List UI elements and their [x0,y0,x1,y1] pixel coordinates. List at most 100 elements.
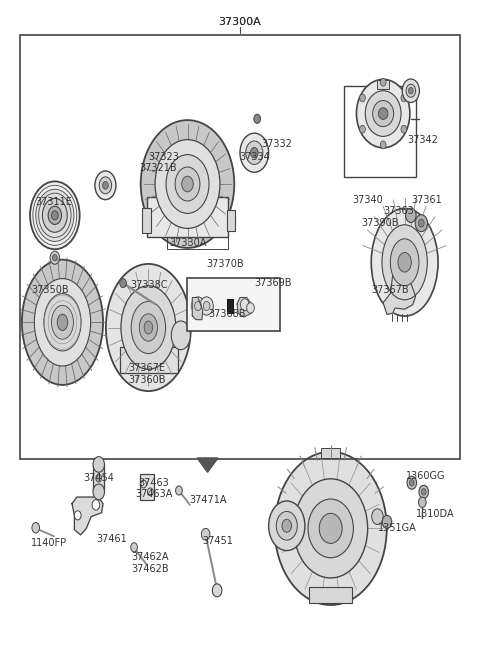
Ellipse shape [175,167,200,201]
Circle shape [408,88,413,94]
Text: 37300A: 37300A [218,17,262,28]
Text: 1140FP: 1140FP [31,538,67,548]
Text: 37338C: 37338C [130,280,168,290]
Ellipse shape [166,155,209,214]
Text: 37311E: 37311E [36,197,72,207]
Bar [309,587,352,603]
Text: 37463A: 37463A [135,489,173,500]
Circle shape [421,489,426,495]
Polygon shape [192,297,203,320]
Circle shape [92,500,100,510]
Circle shape [74,511,81,520]
Circle shape [51,211,58,220]
Circle shape [103,181,108,189]
Bar [344,86,416,178]
Circle shape [402,79,420,102]
Circle shape [360,94,365,102]
Bar [227,299,233,313]
Text: 37368B: 37368B [208,309,245,320]
Circle shape [48,206,61,225]
Circle shape [52,254,57,261]
Text: 37462A: 37462A [131,552,168,562]
Ellipse shape [171,321,191,350]
Ellipse shape [51,305,73,339]
Text: 37370B: 37370B [206,259,243,269]
Ellipse shape [44,293,81,351]
Circle shape [36,189,74,242]
Circle shape [269,501,305,551]
Text: 37462B: 37462B [131,564,169,574]
Ellipse shape [371,208,438,316]
Circle shape [42,198,67,233]
Polygon shape [72,497,103,535]
Text: 37360B: 37360B [128,375,166,384]
Circle shape [200,297,213,315]
Text: 37340: 37340 [353,195,384,204]
Text: 37367B: 37367B [372,285,409,295]
Circle shape [254,114,261,123]
Circle shape [240,299,249,310]
Bar [321,447,340,458]
Text: 37323: 37323 [148,151,179,162]
Text: 37369B: 37369B [254,278,292,288]
Circle shape [406,84,416,97]
Circle shape [251,147,258,158]
Bar [187,278,280,331]
Circle shape [276,512,297,540]
Text: 37367E: 37367E [129,363,166,373]
Ellipse shape [378,107,388,119]
Text: 37342: 37342 [407,136,438,145]
Text: 37350B: 37350B [31,285,69,295]
Bar [227,210,235,231]
Bar [20,35,460,459]
Text: 37451: 37451 [202,536,233,546]
Ellipse shape [131,301,166,354]
Ellipse shape [22,259,103,385]
Ellipse shape [372,100,394,126]
Ellipse shape [390,239,419,286]
Text: 1310DA: 1310DA [416,509,454,519]
Text: 37300A: 37300A [218,17,262,28]
Ellipse shape [382,225,427,300]
Circle shape [401,125,407,133]
Ellipse shape [144,321,153,334]
Polygon shape [383,274,416,314]
Ellipse shape [57,314,68,330]
Text: 37334: 37334 [239,151,270,162]
Text: 37321B: 37321B [139,163,177,174]
Circle shape [120,278,126,288]
Circle shape [409,479,414,486]
Ellipse shape [308,499,353,558]
Text: 37390B: 37390B [361,218,399,228]
Bar [120,347,178,373]
Circle shape [406,208,416,223]
Circle shape [212,584,222,597]
Circle shape [372,509,383,525]
Ellipse shape [398,252,411,272]
Circle shape [30,181,80,250]
Text: 37461: 37461 [96,534,127,544]
Ellipse shape [139,314,157,341]
Circle shape [360,125,365,133]
Text: 37471A: 37471A [189,495,227,505]
Circle shape [407,476,417,489]
Polygon shape [237,297,252,317]
Text: 37332: 37332 [262,139,292,149]
Circle shape [401,94,407,102]
Text: 1351GA: 1351GA [378,523,417,533]
Ellipse shape [365,91,401,136]
Circle shape [240,133,269,172]
Ellipse shape [141,120,234,248]
Text: 37361: 37361 [411,195,442,204]
Circle shape [93,484,105,500]
Circle shape [131,543,137,552]
Ellipse shape [182,176,193,192]
Circle shape [419,485,429,498]
Ellipse shape [275,452,387,605]
Circle shape [95,171,116,200]
Bar [147,197,228,238]
Bar [142,208,151,233]
Circle shape [380,141,386,149]
Circle shape [246,141,263,164]
Ellipse shape [155,140,220,229]
